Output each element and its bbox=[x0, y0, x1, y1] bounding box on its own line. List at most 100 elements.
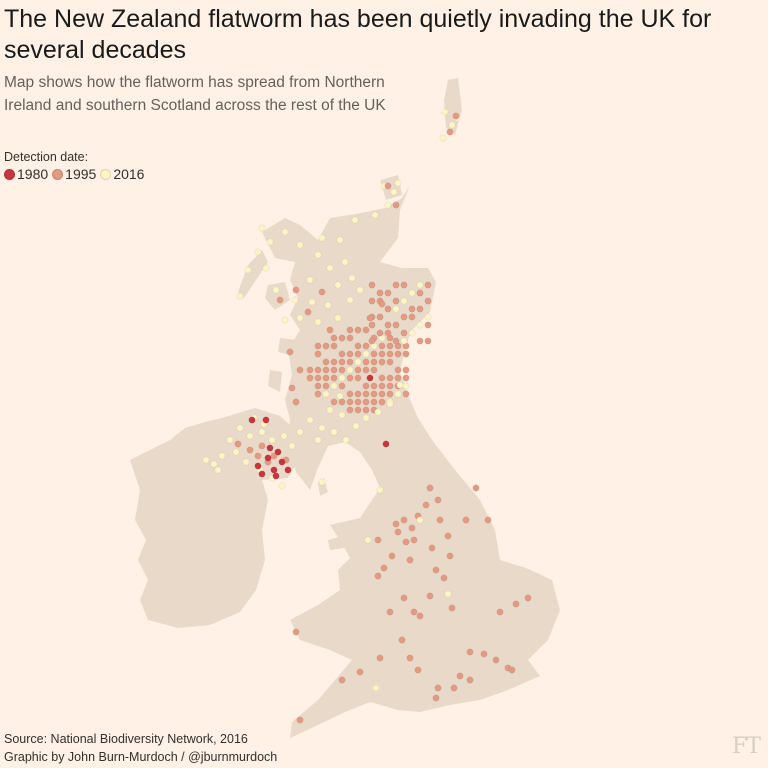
detection-dot-2016 bbox=[342, 436, 350, 444]
detection-dot-2016 bbox=[351, 216, 359, 224]
detection-dot-1995 bbox=[354, 342, 362, 350]
detection-dot-1995 bbox=[394, 528, 402, 536]
detection-dot-1995 bbox=[314, 350, 322, 358]
detection-dot-1995 bbox=[338, 334, 346, 342]
detection-dot-1995 bbox=[314, 342, 322, 350]
detection-dot-1995 bbox=[322, 366, 330, 374]
detection-dot-2016 bbox=[346, 296, 354, 304]
detection-dot-1995 bbox=[424, 321, 432, 329]
detection-dot-1995 bbox=[386, 390, 394, 398]
detection-dot-1995 bbox=[428, 544, 436, 552]
detection-dot-1995 bbox=[346, 406, 354, 414]
detection-dot-2016 bbox=[254, 248, 262, 256]
detection-dot-1995 bbox=[432, 694, 440, 702]
detection-dot-1995 bbox=[314, 390, 322, 398]
detection-dot-2016 bbox=[268, 436, 276, 444]
detection-dot-1995 bbox=[362, 398, 370, 406]
detection-dot-1995 bbox=[408, 289, 416, 297]
detection-dot-2016 bbox=[318, 478, 326, 486]
detection-dot-2016 bbox=[330, 428, 338, 436]
detection-dot-1995 bbox=[448, 604, 456, 612]
detection-dot-2016 bbox=[210, 460, 218, 468]
detection-dot-2016 bbox=[280, 432, 288, 440]
detection-dot-1995 bbox=[444, 532, 452, 540]
detection-dot-1995 bbox=[356, 668, 364, 676]
detection-dot-1995 bbox=[314, 366, 322, 374]
detection-dot-2016 bbox=[326, 264, 334, 272]
detection-dot-1995 bbox=[354, 350, 362, 358]
detection-dot-1995 bbox=[392, 337, 400, 345]
detection-dot-1995 bbox=[322, 342, 330, 350]
detection-dot-1995 bbox=[394, 390, 402, 398]
detection-dot-2016 bbox=[266, 238, 274, 246]
detection-dot-2016 bbox=[356, 286, 364, 294]
detection-dot-1995 bbox=[368, 337, 376, 345]
detection-dot-1995 bbox=[330, 366, 338, 374]
detection-dot-2016 bbox=[318, 424, 326, 432]
detection-dot-1995 bbox=[462, 516, 470, 524]
detection-dot-1995 bbox=[370, 382, 378, 390]
detection-dot-1995 bbox=[376, 654, 384, 662]
detection-dot-1995 bbox=[400, 329, 408, 337]
detection-dot-1995 bbox=[416, 289, 424, 297]
detection-dot-1995 bbox=[402, 538, 410, 546]
detection-dot-1995 bbox=[434, 496, 442, 504]
detection-dot-1995 bbox=[338, 366, 346, 374]
detection-dot-1995 bbox=[386, 342, 394, 350]
detection-dot-1995 bbox=[410, 536, 418, 544]
detection-dot-2016 bbox=[416, 516, 424, 524]
detection-dot-2016 bbox=[390, 188, 398, 196]
detection-dot-2016 bbox=[336, 236, 344, 244]
detection-dot-1995 bbox=[410, 608, 418, 616]
detection-dot-1995 bbox=[386, 374, 394, 382]
legend-items: 1980 1995 2016 bbox=[4, 166, 148, 182]
detection-dot-1980 bbox=[270, 466, 278, 474]
detection-dot-1995 bbox=[466, 648, 474, 656]
detection-dot-2016 bbox=[202, 456, 210, 464]
detection-dot-1995 bbox=[402, 374, 410, 382]
detection-dot-1980 bbox=[382, 440, 390, 448]
detection-dot-1995 bbox=[378, 358, 386, 366]
detection-dot-1995 bbox=[416, 281, 424, 289]
legend: Detection date: 1980 1995 2016 bbox=[4, 150, 148, 182]
detection-dot-1995 bbox=[400, 297, 408, 305]
detection-dot-2016 bbox=[326, 406, 334, 414]
detection-dot-1980 bbox=[366, 374, 374, 382]
legend-item-2016: 2016 bbox=[100, 166, 144, 182]
detection-dot-1995 bbox=[508, 666, 516, 674]
detection-dot-1995 bbox=[392, 201, 400, 209]
land-masses bbox=[130, 78, 560, 738]
detection-dot-1995 bbox=[322, 358, 330, 366]
detection-dot-1995 bbox=[354, 358, 362, 366]
page-subtitle: Map shows how the flatworm has spread fr… bbox=[4, 74, 386, 114]
detection-dot-1995 bbox=[234, 440, 242, 448]
detection-dot-1995 bbox=[362, 326, 370, 334]
detection-dot-1980 bbox=[264, 454, 272, 462]
detection-dot-1995 bbox=[378, 382, 386, 390]
detection-dot-2016 bbox=[296, 314, 304, 322]
detection-dot-1995 bbox=[354, 398, 362, 406]
detection-dot-1995 bbox=[424, 337, 432, 345]
detection-dot-1995 bbox=[362, 350, 370, 358]
detection-dot-1995 bbox=[384, 321, 392, 329]
detection-dot-1995 bbox=[392, 520, 400, 528]
detection-dot-1995 bbox=[402, 382, 410, 390]
detection-dot-1995 bbox=[374, 572, 382, 580]
detection-dot-2016 bbox=[314, 251, 322, 259]
detection-dot-1995 bbox=[400, 281, 408, 289]
detection-dot-1995 bbox=[406, 654, 414, 662]
detection-dot-2016 bbox=[386, 400, 394, 408]
detection-dot-1995 bbox=[402, 366, 410, 374]
detection-dot-2016 bbox=[236, 424, 244, 432]
detection-dot-2016 bbox=[281, 228, 289, 236]
detection-dot-1995 bbox=[354, 326, 362, 334]
detection-dot-1995 bbox=[408, 305, 416, 313]
detection-dot-1995 bbox=[296, 366, 304, 374]
detection-dot-2016 bbox=[296, 241, 304, 249]
detection-dot-1995 bbox=[414, 666, 422, 674]
detection-dot-2016 bbox=[306, 276, 314, 284]
detection-dot-2016 bbox=[246, 432, 254, 440]
detection-dot-2016 bbox=[308, 298, 316, 306]
detection-dot-1995 bbox=[368, 297, 376, 305]
detection-dot-1995 bbox=[378, 350, 386, 358]
